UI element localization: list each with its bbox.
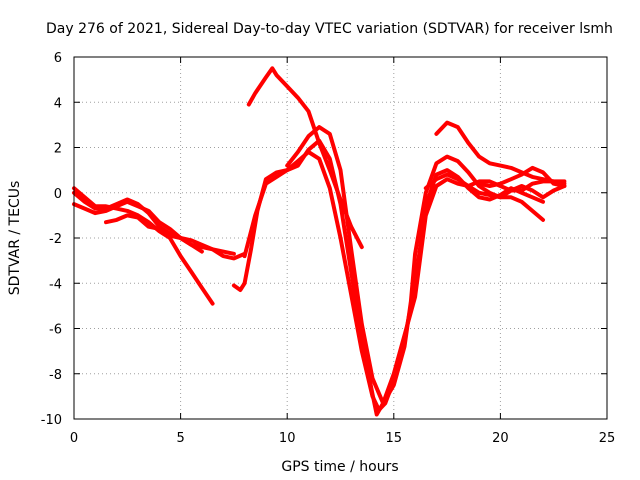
y-tick-label: -2: [49, 232, 62, 247]
series-track-h: [246, 66, 364, 250]
series-track-f: [242, 138, 567, 417]
x-tick-label: 0: [70, 431, 78, 446]
series-track-c: [72, 190, 236, 256]
series-track-j: [423, 172, 545, 222]
y-tick-label: -4: [49, 277, 62, 292]
y-axis-label: SDTVAR / TECUs: [7, 181, 23, 296]
y-tick-label: 6: [54, 51, 62, 66]
series-track-d: [104, 213, 204, 254]
y-tick-label: -8: [49, 368, 62, 383]
x-tick-label: 10: [279, 431, 296, 446]
series-track-e: [231, 150, 545, 412]
y-tick-label: 4: [54, 96, 62, 111]
x-tick-label: 15: [386, 431, 403, 446]
y-tick-label: -6: [49, 323, 62, 338]
series-track-k: [477, 165, 567, 188]
series-track-i: [434, 120, 567, 184]
y-tick-label: 0: [54, 187, 62, 202]
x-tick-label: 20: [492, 431, 509, 446]
x-tick-label: 5: [176, 431, 184, 446]
plot-frame: [73, 56, 608, 420]
x-axis-label: GPS time / hours: [281, 459, 398, 475]
series-track-g: [285, 125, 567, 406]
grid-layer: [74, 57, 607, 419]
ticks-layer: 0 5 10 15 20 25 -10 -8 -6 -4 -2 0 2 4 6: [41, 51, 616, 446]
x-tick-label: 25: [599, 431, 616, 446]
chart-title: Day 276 of 2021, Sidereal Day-to-day VTE…: [46, 21, 613, 37]
y-tick-label: -10: [41, 413, 62, 428]
y-tick-label: 2: [54, 142, 62, 157]
series-track-a: [72, 186, 215, 306]
series-layer: [72, 66, 567, 417]
